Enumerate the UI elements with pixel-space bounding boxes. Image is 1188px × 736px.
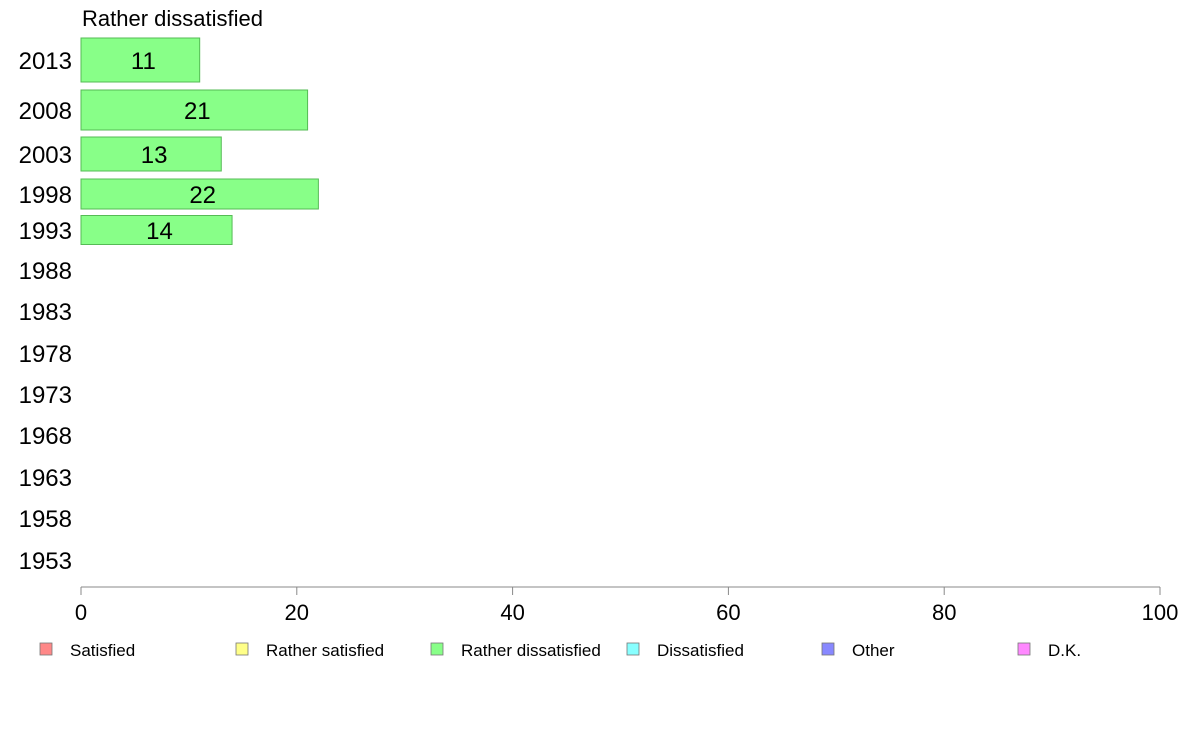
bar [80, 215, 233, 245]
legend-label: Satisfied [70, 641, 135, 660]
y-tick-label: 1983 [19, 299, 72, 326]
legend-swatch [39, 642, 53, 656]
y-tick-label: 1978 [19, 341, 72, 368]
legend: Satisfied Rather satisfied Rather dissatis… [39, 641, 1081, 660]
bars-group: 11 21 13 22 14 [80, 37, 319, 245]
bar-value-label: 14 [146, 218, 173, 245]
bar [80, 37, 201, 83]
legend-swatch [821, 642, 835, 656]
legend-label: D.K. [1048, 641, 1081, 660]
x-tick-label: 80 [932, 600, 956, 625]
y-axis-labels: 2013 2008 2003 1998 1993 1988 1983 1978 1973 1968… [19, 48, 72, 575]
y-tick-label: 1958 [19, 506, 72, 533]
y-tick-label: 1963 [19, 465, 72, 492]
bar [80, 178, 319, 210]
legend-swatch [430, 642, 444, 656]
y-tick-label: 1993 [19, 218, 72, 245]
bar-value-label: 22 [189, 182, 216, 209]
y-tick-label: 1968 [19, 423, 72, 450]
legend-swatch [1017, 642, 1031, 656]
y-tick-label: 1988 [19, 258, 72, 285]
x-axis: 0 20 40 60 80 100 [75, 586, 1179, 625]
y-tick-label: 2008 [19, 98, 72, 125]
x-tick-label: 100 [1142, 600, 1179, 625]
y-tick-label: 1973 [19, 382, 72, 409]
x-tick-label: 60 [716, 600, 740, 625]
panel-title: Rather dissatisfied [82, 6, 263, 31]
legend-label: Rather dissatisfied [461, 641, 601, 660]
x-tick-label: 40 [500, 600, 524, 625]
legend-label: Rather satisfied [266, 641, 384, 660]
y-tick-label: 1998 [19, 182, 72, 209]
legend-label: Other [852, 641, 895, 660]
x-tick-label: 0 [75, 600, 87, 625]
y-tick-label: 2003 [19, 142, 72, 169]
bar-value-label: 13 [141, 142, 168, 169]
bar [80, 136, 222, 172]
legend-swatch [626, 642, 640, 656]
y-tick-label: 2013 [19, 48, 72, 75]
legend-swatch [235, 642, 249, 656]
legend-label: Dissatisfied [657, 641, 744, 660]
bar [80, 89, 309, 131]
x-tick-label: 20 [285, 600, 309, 625]
bar-value-label: 21 [184, 98, 211, 125]
y-tick-label: 1953 [19, 548, 72, 575]
bar-value-label: 11 [131, 48, 156, 75]
